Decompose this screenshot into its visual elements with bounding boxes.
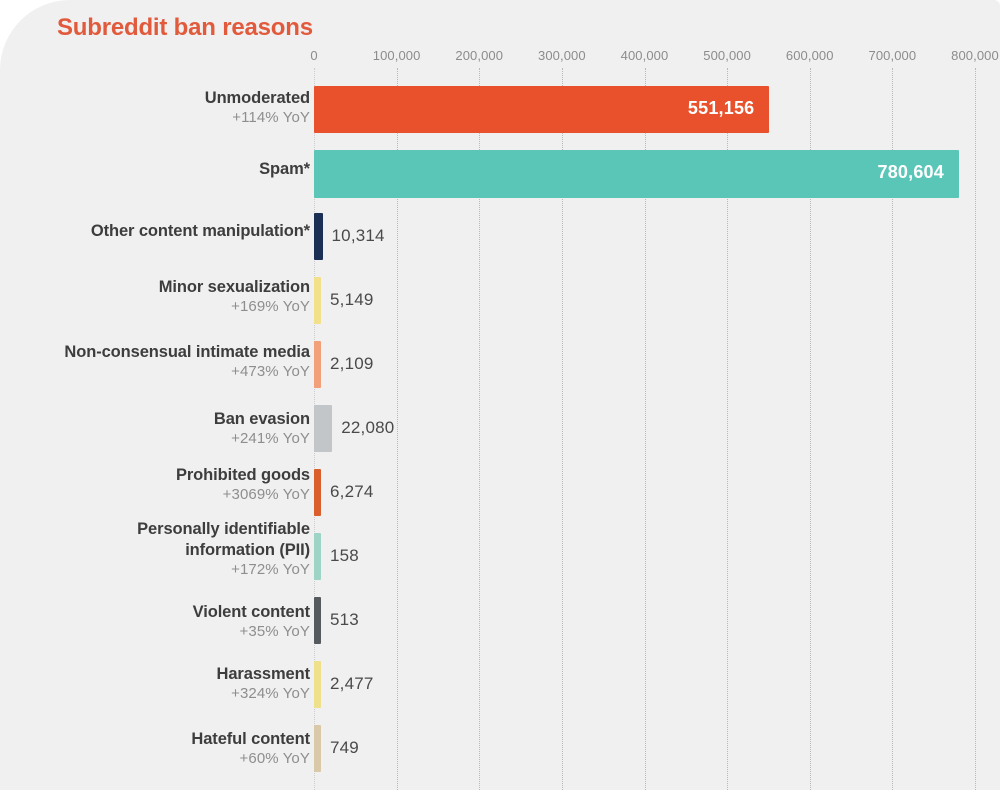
category-name: information (PII)	[185, 541, 310, 560]
category-name: Prohibited goods	[175, 466, 310, 484]
bar-value-label: 749	[330, 737, 359, 757]
category-name: Hateful content	[191, 730, 310, 748]
category-label: Harassment +324% YoY	[10, 664, 311, 704]
gridline	[396, 68, 398, 790]
category-name: Ban evasion	[213, 410, 310, 428]
category-label: Prohibited goods +3069% YoY	[10, 465, 310, 505]
category-label: Hateful content +60% YoY	[10, 729, 310, 769]
gridline	[975, 68, 976, 790]
yoy-change-label: +324% YoY	[231, 685, 310, 703]
bar[interactable]	[314, 150, 959, 198]
yoy-change-label: +35% YoY	[239, 623, 310, 641]
page-title: Subreddit ban reasons	[57, 14, 313, 41]
bar-value-label: 551,156	[687, 97, 755, 118]
category-name: Minor sexualization	[158, 278, 310, 296]
gridline	[892, 68, 894, 790]
yoy-change-label: +169% YoY	[231, 298, 310, 316]
category-name: Spam*	[259, 160, 310, 178]
yoy-change-label: +3069% YoY	[222, 486, 310, 504]
category-label: Ban evasion +241% YoY	[10, 409, 310, 449]
category-name: Non-consensual intimate media	[64, 343, 310, 361]
bar[interactable]	[314, 597, 321, 644]
category-name: Personally identifiable	[137, 520, 310, 538]
gridline	[727, 68, 729, 790]
bar-value-label: 2,477	[330, 673, 374, 693]
category-name: Unmoderated	[204, 89, 310, 107]
x-axis-tick-label: 100,000	[372, 48, 421, 63]
gridline	[561, 68, 563, 790]
gridline	[644, 68, 646, 790]
yoy-change-label: +60% YoY	[239, 750, 310, 768]
category-name: Harassment	[216, 665, 311, 683]
bar-value-label: 6,274	[330, 481, 374, 501]
bar-value-label: 2,109	[330, 353, 374, 373]
category-name: Violent content	[192, 603, 310, 621]
category-label: Other content manipulation*	[10, 221, 310, 242]
x-axis-tick-label: 0	[310, 48, 318, 63]
bar-value-label: 780,604	[877, 162, 944, 182]
bar[interactable]	[314, 213, 323, 260]
yoy-change-label: +172% YoY	[231, 561, 310, 579]
category-label: Minor sexualization +169% YoY	[10, 277, 310, 317]
bar[interactable]	[314, 341, 321, 388]
category-name: Other content manipulation*	[90, 222, 310, 240]
x-axis-tick-label: 500,000	[703, 48, 751, 63]
yoy-change-label: +473% YoY	[231, 363, 310, 381]
bar-value-label: 158	[330, 545, 359, 565]
gridline	[809, 68, 811, 790]
x-axis-tick-label: 800,000	[951, 48, 999, 63]
bar[interactable]	[314, 86, 770, 133]
bar-value-label: 10,314	[331, 225, 385, 245]
yoy-change-label: +114% YoY	[232, 109, 310, 127]
x-axis-tick-label: 200,000	[455, 48, 504, 63]
category-label: Spam*	[10, 159, 310, 180]
category-label: Unmoderated +114% YoY	[10, 88, 310, 128]
x-axis-tick-label: 700,000	[868, 48, 917, 63]
bar[interactable]	[314, 277, 321, 324]
x-axis-tick-label: 400,000	[620, 48, 669, 63]
bar-value-label: 513	[330, 609, 359, 629]
bar[interactable]	[314, 533, 321, 580]
yoy-change-label: +241% YoY	[231, 430, 310, 448]
category-label: Non-consensual intimate media +473% YoY	[10, 342, 310, 382]
x-axis-tick-label: 600,000	[785, 48, 834, 63]
gridline	[479, 68, 481, 790]
bar[interactable]	[314, 405, 333, 452]
x-axis-tick-label: 300,000	[538, 48, 586, 63]
category-label: Personally identifiable information (PII)…	[10, 519, 310, 580]
bar-value-label: 22,080	[341, 417, 395, 437]
bar-value-label: 5,149	[330, 289, 374, 309]
bar[interactable]	[314, 661, 321, 708]
bar[interactable]	[314, 469, 321, 516]
bar[interactable]	[314, 725, 321, 772]
category-label: Violent content +35% YoY	[10, 602, 310, 642]
